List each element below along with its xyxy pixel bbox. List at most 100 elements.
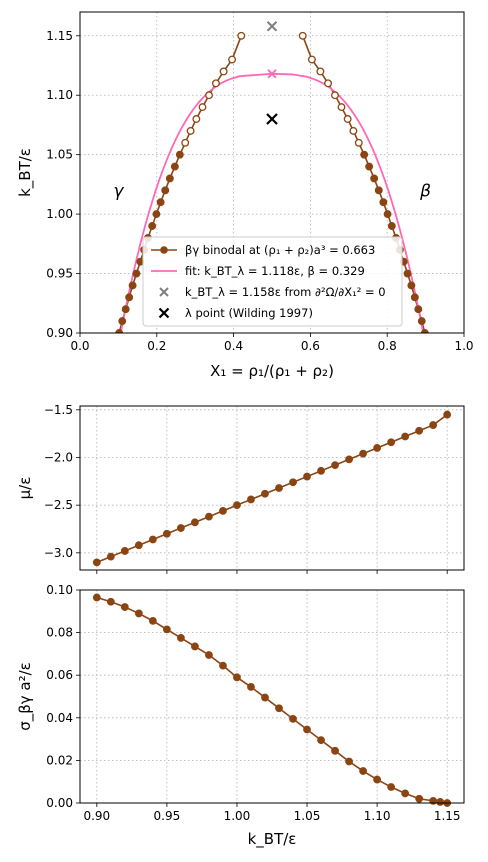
binodal-point <box>132 269 141 278</box>
binodal-point <box>420 329 429 333</box>
legend-wilding-marker <box>158 307 170 319</box>
sigma-point <box>106 597 115 606</box>
x-tick-label: 0.4 <box>224 339 243 353</box>
binodal-point <box>115 329 124 333</box>
x-tick-label: 0.6 <box>301 339 320 353</box>
mu-point <box>92 558 101 567</box>
binodal-point <box>211 79 220 88</box>
y-tick-label: 1.15 <box>46 29 73 43</box>
mu-point <box>303 472 311 481</box>
wilding-marker <box>266 113 278 125</box>
mu-point <box>148 535 157 544</box>
mu-point <box>373 444 382 452</box>
sigma-point <box>331 746 339 755</box>
y-axis-label: σ_βγ a²/ε <box>16 662 35 731</box>
sigma-point <box>219 661 227 670</box>
y-tick-label: −2.5 <box>44 498 73 512</box>
y-tick-label: 0.08 <box>46 626 73 640</box>
binodal-point <box>118 317 127 326</box>
legend-label-fit: fit: k_BT_λ = 1.118ε, β = 0.329 <box>185 264 365 278</box>
binodal-point <box>156 198 165 207</box>
binodal-point <box>205 91 213 100</box>
binodal-point <box>414 305 423 314</box>
binodal-point <box>165 174 174 183</box>
axes-frame <box>79 11 465 334</box>
binodal-point <box>186 126 195 135</box>
binodal-point <box>360 150 369 159</box>
mu-point <box>429 421 438 429</box>
binodal-point <box>324 79 333 88</box>
mu-point <box>289 478 297 487</box>
mu-point <box>219 506 227 515</box>
fit-critical-marker <box>267 69 277 79</box>
x-tick-label: 1.15 <box>434 809 461 823</box>
mu-point <box>359 449 367 458</box>
y-tick-label: 1.00 <box>46 207 73 221</box>
binodal-point <box>354 138 363 147</box>
mu-point <box>261 489 269 498</box>
x-tick-label: 1.05 <box>294 809 321 823</box>
sigma-point <box>134 609 143 618</box>
binodal-point <box>175 150 184 159</box>
mu-point <box>331 461 339 470</box>
mu-point <box>120 547 129 555</box>
binodal-point <box>170 162 179 171</box>
binodal-point <box>410 293 419 302</box>
binodal-point <box>152 210 161 219</box>
binodal-point <box>407 281 416 290</box>
sigma-point <box>191 642 199 651</box>
y-axis-label: μ/ε <box>16 477 34 500</box>
binodal-point <box>181 138 190 147</box>
mu-point <box>134 541 143 550</box>
binodal-point <box>237 31 246 40</box>
binodal-point <box>370 174 379 183</box>
y-tick-label: 1.10 <box>46 88 73 102</box>
y-tick-label: −1.5 <box>44 403 73 417</box>
x-tick-label: 0.2 <box>147 339 166 353</box>
binodal-point <box>128 281 137 290</box>
sigma-point <box>148 616 157 625</box>
legend-label-wilding: λ point (Wilding 1997) <box>185 306 313 320</box>
sigma-point <box>120 603 129 611</box>
sigma-point <box>359 767 367 775</box>
binodal-point <box>379 198 388 207</box>
binodal-point <box>121 305 130 314</box>
y-tick-label: 0.10 <box>46 583 73 597</box>
x-tick-label: 1.10 <box>364 809 391 823</box>
y-tick-label: 1.05 <box>46 148 73 162</box>
binodal-point <box>417 317 426 326</box>
x-axis-label: k_BT/ε <box>248 830 297 849</box>
binodal-point <box>337 103 346 112</box>
sigma-point <box>233 673 241 682</box>
y-axis-label: k_BT/ε <box>16 148 35 197</box>
mu-point <box>106 552 115 561</box>
y-tick-label: 0.04 <box>46 711 73 725</box>
binodal-point <box>374 186 383 195</box>
mu-point <box>387 438 396 447</box>
axes-frame <box>79 589 465 804</box>
spinodal-marker <box>266 21 278 32</box>
sigma-line <box>96 596 448 804</box>
y-tick-label: 0.90 <box>46 326 73 340</box>
mu-point <box>177 524 185 532</box>
binodal-point <box>403 269 412 278</box>
binodal-point <box>192 115 201 123</box>
sigma-point <box>162 625 171 634</box>
binodal-point <box>125 293 134 302</box>
sigma-point <box>92 593 101 602</box>
sigma-point <box>387 783 396 791</box>
legend-label-spinodal: k_BT_λ = 1.158ε from ∂²Ω/∂X₁² = 0 <box>185 285 386 299</box>
mu-point <box>275 484 283 492</box>
x-axis-label: X₁ = ρ₁/(ρ₁ + ρ₂) <box>210 362 334 380</box>
sigma-point <box>247 683 255 691</box>
y-tick-label: −2.0 <box>44 450 73 464</box>
beta-annotation: β <box>419 181 431 201</box>
sigma-point <box>177 634 185 642</box>
legend-binodal-marker <box>160 246 168 254</box>
y-tick-label: 0.95 <box>46 267 73 281</box>
sigma-point <box>303 725 311 734</box>
x-tick-label: 0.95 <box>154 809 181 823</box>
y-tick-label: 0.00 <box>46 796 73 810</box>
binodal-point <box>316 67 325 76</box>
sigma-point <box>415 794 424 803</box>
